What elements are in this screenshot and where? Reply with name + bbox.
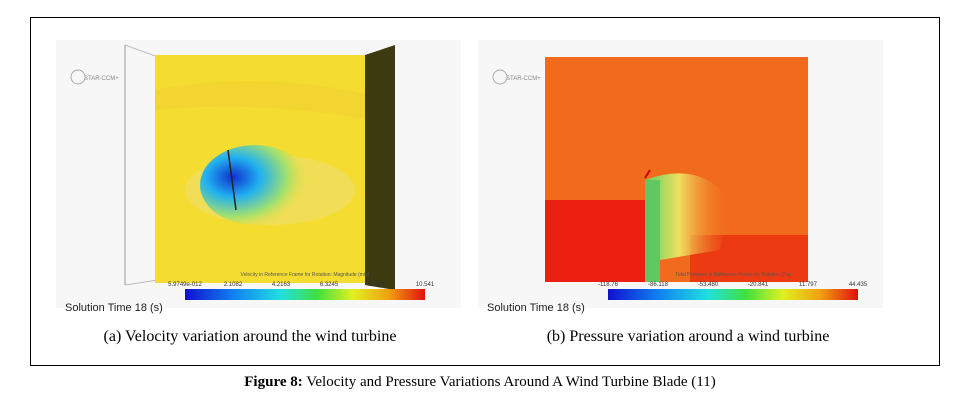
colorbar: [608, 289, 858, 300]
colorbar-tick: -118.76: [598, 282, 619, 288]
frame: [30, 17, 940, 366]
colorbar-tick: 5.9749e-012: [168, 282, 202, 288]
solution-time: Solution Time 18 (s): [487, 302, 585, 314]
colorbar-title: Total Pressure in Reference Frame for Ro…: [675, 272, 791, 278]
caption-text: Velocity and Pressure Variations Around …: [303, 374, 716, 390]
caption-label: Figure 8:: [244, 374, 302, 390]
colorbar-tick: 2.1082: [224, 282, 243, 288]
logo: STAR-CCM+: [506, 76, 541, 82]
colorbar-tick: 10.541: [416, 282, 435, 288]
colorbar-tick: -86.118: [648, 282, 669, 288]
colorbar-tick: 6.3245: [320, 282, 339, 288]
logo-mark: [492, 69, 508, 85]
colorbar: [185, 289, 425, 300]
figure-caption: Figure 8: Velocity and Pressure Variatio…: [244, 374, 715, 390]
colorbar-tick: 4.2163: [272, 282, 291, 288]
velocity-image: [56, 40, 461, 308]
colorbar-title: Velocity in Reference Frame for Rotation…: [241, 272, 370, 278]
colorbar-tick: 8.4326: [368, 282, 387, 288]
solution-time: Solution Time 18 (s): [65, 302, 163, 314]
panel-caption: (b) Pressure variation around a wind tur…: [547, 328, 830, 345]
colorbar-tick: 11.797: [799, 282, 818, 288]
colorbar-tick: -20.841: [748, 282, 769, 288]
logo-mark: [70, 69, 86, 85]
pressure-image: [478, 40, 883, 308]
panel-caption: (a) Velocity variation around the wind t…: [104, 328, 397, 345]
logo: STAR-CCM+: [84, 76, 119, 82]
colorbar-tick: -53.480: [698, 282, 719, 288]
colorbar-tick: 44.435: [849, 282, 868, 288]
